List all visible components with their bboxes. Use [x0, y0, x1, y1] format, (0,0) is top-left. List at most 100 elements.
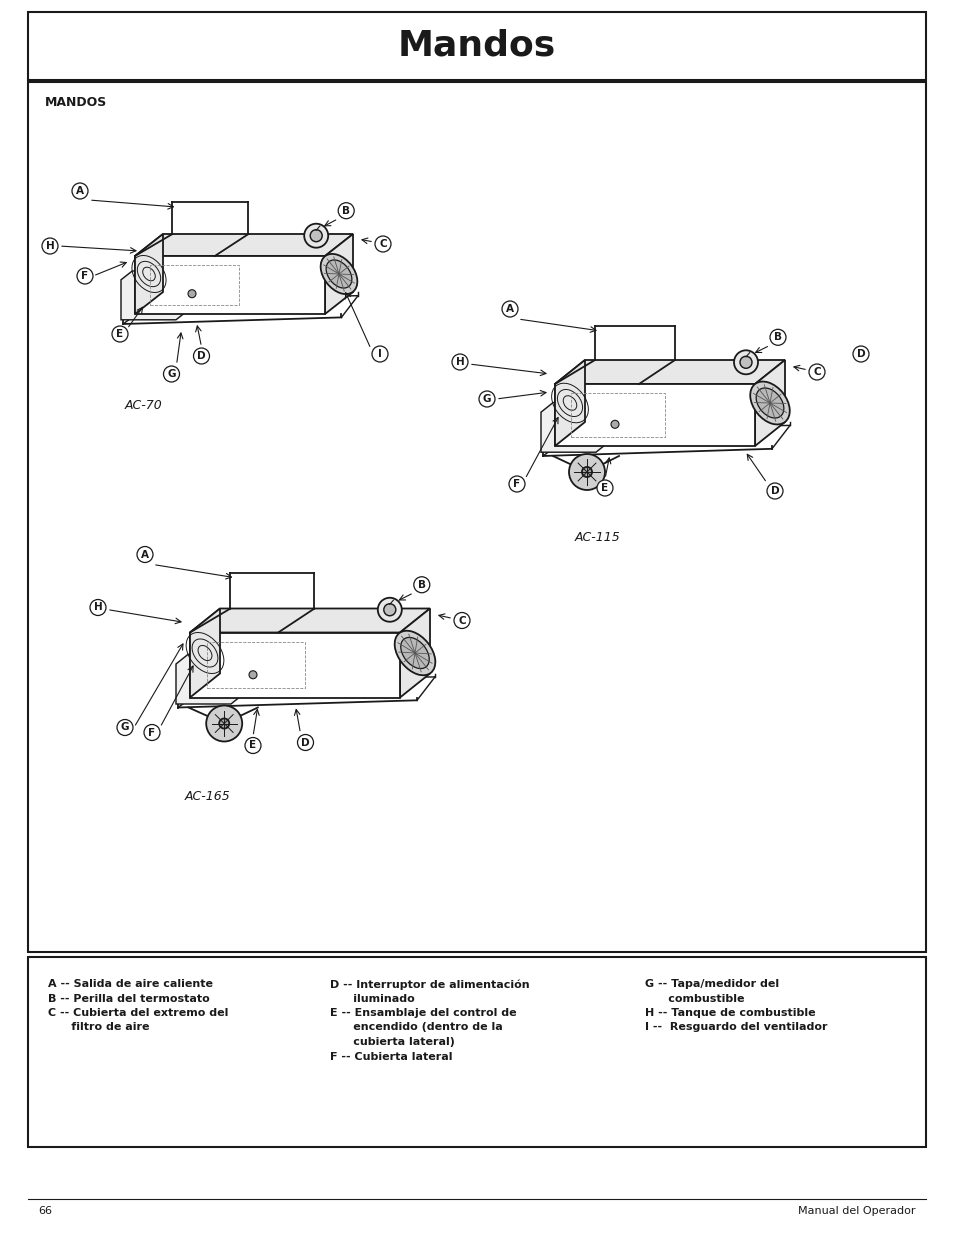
Circle shape: [377, 598, 401, 621]
Text: D: D: [856, 350, 864, 359]
Polygon shape: [175, 655, 243, 704]
Bar: [28, 82, 925, 952]
Text: AC-115: AC-115: [575, 531, 620, 543]
Text: Manual del Operador: Manual del Operador: [798, 1207, 915, 1216]
Ellipse shape: [320, 254, 357, 294]
Circle shape: [137, 547, 152, 562]
Polygon shape: [555, 384, 754, 446]
Ellipse shape: [749, 382, 789, 425]
Polygon shape: [135, 233, 353, 256]
Circle shape: [338, 203, 354, 219]
Text: C: C: [457, 615, 465, 625]
Text: A: A: [76, 186, 84, 196]
Circle shape: [310, 230, 322, 242]
Text: B: B: [342, 206, 350, 216]
Text: I --  Resguardo del ventilador: I -- Resguardo del ventilador: [644, 1023, 826, 1032]
Circle shape: [144, 725, 160, 741]
Text: E: E: [249, 741, 256, 751]
Circle shape: [90, 599, 106, 615]
Text: AC-70: AC-70: [125, 399, 163, 412]
Ellipse shape: [400, 637, 429, 668]
Text: B: B: [773, 332, 781, 342]
Text: F: F: [149, 727, 155, 737]
Circle shape: [304, 224, 328, 248]
Text: H: H: [46, 241, 54, 251]
Polygon shape: [190, 609, 220, 698]
Bar: [28, 12, 925, 80]
Text: E: E: [600, 483, 608, 493]
Polygon shape: [754, 359, 784, 446]
Circle shape: [117, 720, 132, 736]
Text: A -- Salida de aire caliente: A -- Salida de aire caliente: [48, 979, 213, 989]
Text: E: E: [116, 329, 124, 338]
Circle shape: [568, 454, 604, 490]
Text: E -- Ensamblaje del control de: E -- Ensamblaje del control de: [330, 1008, 517, 1018]
Circle shape: [163, 366, 179, 382]
Text: combustible: combustible: [644, 993, 743, 1004]
Circle shape: [77, 268, 92, 284]
Circle shape: [501, 301, 517, 317]
Circle shape: [852, 346, 868, 362]
Text: AC-165: AC-165: [185, 789, 231, 803]
Circle shape: [188, 290, 195, 298]
Text: MANDOS: MANDOS: [45, 96, 107, 109]
Polygon shape: [190, 632, 399, 698]
Circle shape: [478, 391, 495, 408]
Text: C: C: [812, 367, 820, 377]
Polygon shape: [121, 270, 187, 320]
Text: cubierta lateral): cubierta lateral): [330, 1037, 455, 1047]
Text: I: I: [377, 350, 381, 359]
Text: F: F: [513, 479, 520, 489]
Text: A: A: [505, 304, 514, 314]
Ellipse shape: [326, 259, 352, 288]
Circle shape: [452, 354, 468, 370]
Polygon shape: [135, 233, 163, 314]
Text: D -- Interruptor de alimentación: D -- Interruptor de alimentación: [330, 979, 529, 989]
Polygon shape: [555, 359, 784, 384]
Circle shape: [414, 577, 430, 593]
Circle shape: [733, 351, 758, 374]
Text: D: D: [770, 487, 779, 496]
Circle shape: [597, 480, 613, 496]
Text: C -- Cubierta del extremo del: C -- Cubierta del extremo del: [48, 1008, 228, 1018]
Polygon shape: [190, 609, 430, 632]
Text: H -- Tanque de combustible: H -- Tanque de combustible: [644, 1008, 815, 1018]
Circle shape: [509, 475, 524, 492]
Circle shape: [206, 705, 242, 741]
Text: D: D: [301, 737, 310, 747]
Text: filtro de aire: filtro de aire: [48, 1023, 150, 1032]
Text: G: G: [121, 722, 129, 732]
Circle shape: [454, 613, 470, 629]
Text: B -- Perilla del termostato: B -- Perilla del termostato: [48, 993, 210, 1004]
Circle shape: [193, 348, 210, 364]
Text: H: H: [456, 357, 464, 367]
Text: A: A: [141, 550, 149, 559]
Circle shape: [219, 719, 229, 729]
Ellipse shape: [756, 388, 783, 417]
Text: 66: 66: [38, 1207, 52, 1216]
Circle shape: [610, 420, 618, 429]
Ellipse shape: [395, 631, 435, 676]
Text: encendido (dentro de la: encendido (dentro de la: [330, 1023, 502, 1032]
Polygon shape: [555, 359, 584, 446]
Text: F: F: [81, 270, 89, 282]
Circle shape: [249, 671, 256, 679]
Text: D: D: [197, 351, 206, 361]
Circle shape: [375, 236, 391, 252]
Circle shape: [383, 604, 395, 616]
Text: F -- Cubierta lateral: F -- Cubierta lateral: [330, 1051, 452, 1062]
Circle shape: [297, 735, 314, 751]
Polygon shape: [135, 256, 325, 314]
Text: B: B: [417, 579, 425, 590]
Text: H: H: [93, 603, 102, 613]
Polygon shape: [540, 403, 607, 452]
Polygon shape: [325, 233, 353, 314]
Polygon shape: [399, 609, 430, 698]
Circle shape: [372, 346, 388, 362]
Circle shape: [769, 330, 785, 346]
Bar: [28, 957, 925, 1147]
Text: G: G: [167, 369, 175, 379]
Text: G: G: [482, 394, 491, 404]
Circle shape: [808, 364, 824, 380]
Circle shape: [42, 238, 58, 254]
